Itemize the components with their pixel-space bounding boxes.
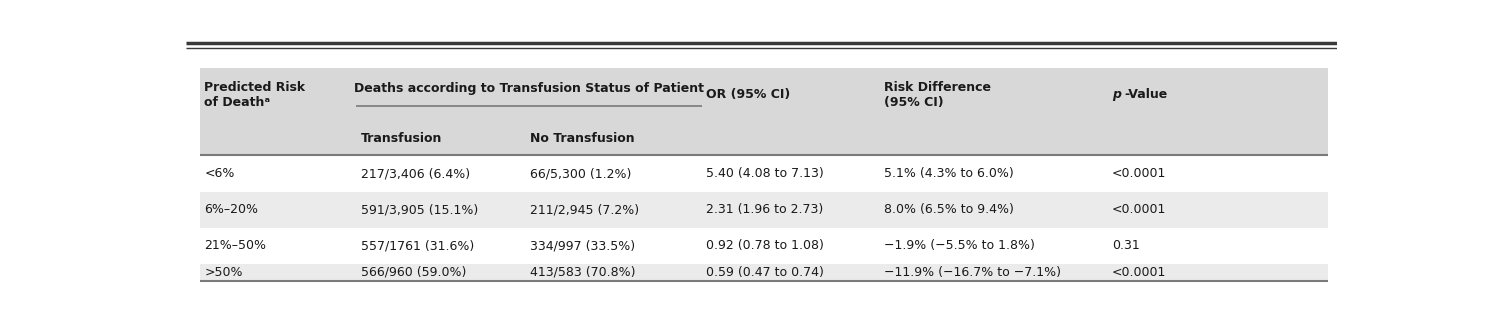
Bar — [199, 68, 1328, 281]
Bar — [199, 68, 1328, 156]
Text: >50%: >50% — [204, 266, 242, 279]
Text: −11.9% (−16.7% to −7.1%): −11.9% (−16.7% to −7.1%) — [884, 266, 1061, 279]
Text: 557/1761 (31.6%): 557/1761 (31.6%) — [361, 239, 474, 252]
Text: −1.9% (−5.5% to 1.8%): −1.9% (−5.5% to 1.8%) — [884, 239, 1034, 252]
Text: p: p — [1112, 88, 1120, 101]
Text: Predicted Risk
of Deathᵃ: Predicted Risk of Deathᵃ — [204, 81, 305, 108]
Text: 0.59 (0.47 to 0.74): 0.59 (0.47 to 0.74) — [706, 266, 825, 279]
Text: <0.0001: <0.0001 — [1112, 266, 1167, 279]
Text: <6%: <6% — [204, 167, 235, 180]
Text: -Value: -Value — [1125, 88, 1168, 101]
Text: 334/997 (33.5%): 334/997 (33.5%) — [531, 239, 635, 252]
Text: OR (95% CI): OR (95% CI) — [706, 88, 791, 101]
Bar — [199, 156, 1328, 192]
Text: 591/3,905 (15.1%): 591/3,905 (15.1%) — [361, 203, 478, 216]
Text: 8.0% (6.5% to 9.4%): 8.0% (6.5% to 9.4%) — [884, 203, 1013, 216]
Text: 5.1% (4.3% to 6.0%): 5.1% (4.3% to 6.0%) — [884, 167, 1013, 180]
Text: 21%–50%: 21%–50% — [204, 239, 266, 252]
Text: Risk Difference
(95% CI): Risk Difference (95% CI) — [884, 81, 991, 108]
Bar — [199, 264, 1328, 281]
Text: 566/960 (59.0%): 566/960 (59.0%) — [361, 266, 467, 279]
Bar — [199, 228, 1328, 264]
Text: 413/583 (70.8%): 413/583 (70.8%) — [531, 266, 636, 279]
Text: 5.40 (4.08 to 7.13): 5.40 (4.08 to 7.13) — [706, 167, 825, 180]
Text: 6%–20%: 6%–20% — [204, 203, 259, 216]
Text: 66/5,300 (1.2%): 66/5,300 (1.2%) — [531, 167, 632, 180]
Text: 0.92 (0.78 to 1.08): 0.92 (0.78 to 1.08) — [706, 239, 825, 252]
Text: <0.0001: <0.0001 — [1112, 167, 1167, 180]
Text: Deaths according to Transfusion Status of Patient: Deaths according to Transfusion Status o… — [354, 82, 704, 95]
Text: 211/2,945 (7.2%): 211/2,945 (7.2%) — [531, 203, 639, 216]
Bar — [199, 192, 1328, 228]
Text: 2.31 (1.96 to 2.73): 2.31 (1.96 to 2.73) — [706, 203, 823, 216]
Text: 217/3,406 (6.4%): 217/3,406 (6.4%) — [361, 167, 470, 180]
Text: No Transfusion: No Transfusion — [531, 132, 635, 145]
Text: 0.31: 0.31 — [1112, 239, 1140, 252]
Text: Transfusion: Transfusion — [361, 132, 443, 145]
Text: <0.0001: <0.0001 — [1112, 203, 1167, 216]
